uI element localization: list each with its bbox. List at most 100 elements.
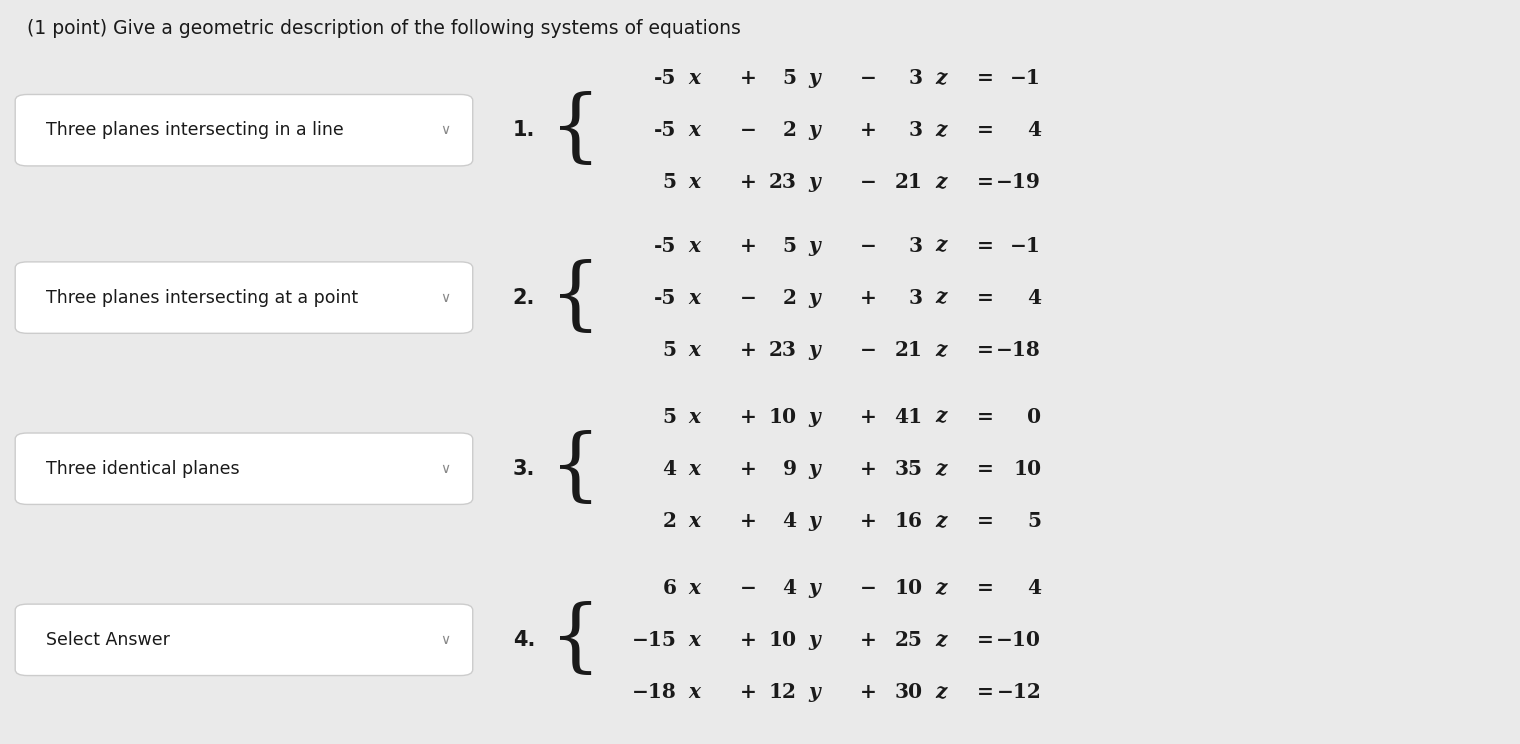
Text: 10: 10 bbox=[768, 630, 796, 650]
Text: =: = bbox=[976, 173, 994, 192]
Text: {: { bbox=[550, 601, 602, 679]
Text: 4: 4 bbox=[783, 578, 796, 597]
Text: +: + bbox=[739, 236, 757, 255]
Text: y: y bbox=[809, 407, 821, 426]
Text: 21: 21 bbox=[895, 340, 923, 359]
Text: ∨: ∨ bbox=[441, 633, 450, 647]
Text: z: z bbox=[935, 288, 945, 307]
Text: +: + bbox=[859, 407, 877, 426]
Text: +: + bbox=[859, 630, 877, 650]
Text: =: = bbox=[976, 121, 994, 140]
Text: 5: 5 bbox=[783, 68, 796, 88]
Text: 5: 5 bbox=[663, 407, 676, 426]
Text: 23: 23 bbox=[769, 340, 796, 359]
Text: −: − bbox=[739, 578, 757, 597]
Text: -5: -5 bbox=[654, 288, 676, 307]
Text: x: x bbox=[689, 288, 701, 307]
Text: −: − bbox=[859, 578, 877, 597]
Text: 23: 23 bbox=[769, 173, 796, 192]
Text: +: + bbox=[739, 407, 757, 426]
Text: x: x bbox=[689, 121, 701, 140]
Text: z: z bbox=[935, 511, 945, 530]
Text: 3: 3 bbox=[909, 68, 923, 88]
Text: +: + bbox=[739, 68, 757, 88]
Text: 5: 5 bbox=[663, 173, 676, 192]
Text: 2: 2 bbox=[783, 288, 796, 307]
Text: z: z bbox=[935, 682, 945, 702]
Text: 5: 5 bbox=[663, 340, 676, 359]
Text: 5: 5 bbox=[783, 236, 796, 255]
Text: z: z bbox=[935, 459, 945, 478]
Text: =: = bbox=[976, 578, 994, 597]
Text: y: y bbox=[809, 288, 821, 307]
Text: 10: 10 bbox=[894, 578, 923, 597]
Text: +: + bbox=[739, 173, 757, 192]
Text: 3: 3 bbox=[909, 236, 923, 255]
Text: =: = bbox=[976, 459, 994, 478]
Text: +: + bbox=[739, 459, 757, 478]
Text: 3: 3 bbox=[909, 121, 923, 140]
Text: +: + bbox=[859, 682, 877, 702]
Text: -5: -5 bbox=[654, 68, 676, 88]
Text: y: y bbox=[809, 511, 821, 530]
Text: Three identical planes: Three identical planes bbox=[46, 460, 239, 478]
Text: +: + bbox=[859, 288, 877, 307]
Text: 12: 12 bbox=[769, 682, 796, 702]
Text: −12: −12 bbox=[997, 682, 1041, 702]
Text: 4: 4 bbox=[1028, 121, 1041, 140]
Text: 1.: 1. bbox=[512, 121, 535, 140]
Text: x: x bbox=[689, 68, 701, 88]
Text: =: = bbox=[976, 630, 994, 650]
Text: 10: 10 bbox=[1012, 459, 1041, 478]
Text: −: − bbox=[739, 288, 757, 307]
Text: 16: 16 bbox=[895, 511, 923, 530]
Text: 6: 6 bbox=[663, 578, 676, 597]
Text: z: z bbox=[935, 173, 945, 192]
Text: y: y bbox=[809, 630, 821, 650]
Text: =: = bbox=[976, 340, 994, 359]
Text: 25: 25 bbox=[895, 630, 923, 650]
Text: 4.: 4. bbox=[512, 630, 535, 650]
FancyBboxPatch shape bbox=[15, 433, 473, 504]
Text: +: + bbox=[859, 121, 877, 140]
Text: 2: 2 bbox=[663, 511, 676, 530]
Text: +: + bbox=[739, 630, 757, 650]
Text: {: { bbox=[550, 430, 602, 507]
Text: ∨: ∨ bbox=[441, 462, 450, 475]
Text: Select Answer: Select Answer bbox=[46, 631, 169, 649]
Text: y: y bbox=[809, 340, 821, 359]
Text: x: x bbox=[689, 630, 701, 650]
Text: −1: −1 bbox=[1011, 68, 1041, 88]
Text: x: x bbox=[689, 682, 701, 702]
Text: 41: 41 bbox=[894, 407, 923, 426]
Text: 4: 4 bbox=[1028, 578, 1041, 597]
Text: −: − bbox=[859, 173, 877, 192]
Text: 3: 3 bbox=[909, 288, 923, 307]
Text: (1 point) Give a geometric description of the following systems of equations: (1 point) Give a geometric description o… bbox=[27, 19, 742, 38]
Text: 0: 0 bbox=[1028, 407, 1041, 426]
Text: y: y bbox=[809, 459, 821, 478]
Text: Three planes intersecting in a line: Three planes intersecting in a line bbox=[46, 121, 344, 139]
Text: x: x bbox=[689, 173, 701, 192]
Text: 4: 4 bbox=[663, 459, 676, 478]
Text: 35: 35 bbox=[895, 459, 923, 478]
Text: =: = bbox=[976, 511, 994, 530]
Text: −1: −1 bbox=[1011, 236, 1041, 255]
Text: y: y bbox=[809, 236, 821, 255]
Text: 4: 4 bbox=[1028, 288, 1041, 307]
Text: 2: 2 bbox=[783, 121, 796, 140]
Text: z: z bbox=[935, 407, 945, 426]
Text: {: { bbox=[550, 259, 602, 336]
Text: 4: 4 bbox=[783, 511, 796, 530]
Text: y: y bbox=[809, 173, 821, 192]
Text: z: z bbox=[935, 340, 945, 359]
Text: −: − bbox=[859, 236, 877, 255]
Text: +: + bbox=[859, 511, 877, 530]
Text: =: = bbox=[976, 407, 994, 426]
Text: {: { bbox=[550, 92, 602, 169]
Text: y: y bbox=[809, 682, 821, 702]
Text: z: z bbox=[935, 121, 945, 140]
Text: +: + bbox=[739, 340, 757, 359]
Text: −19: −19 bbox=[996, 173, 1041, 192]
Text: -5: -5 bbox=[654, 121, 676, 140]
